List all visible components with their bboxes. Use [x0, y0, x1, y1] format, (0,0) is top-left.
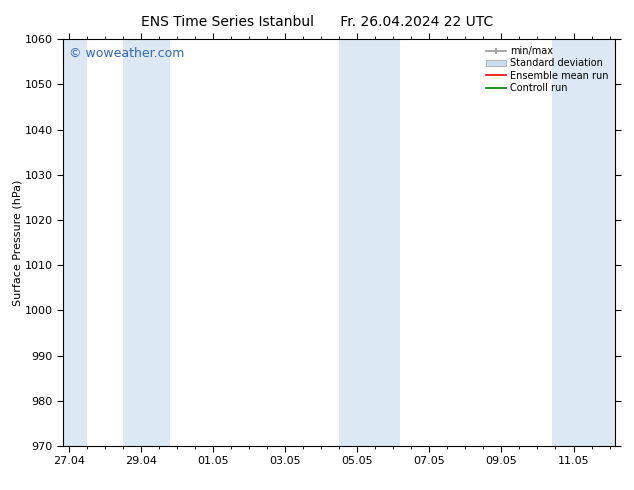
Bar [63, 39, 87, 446]
Y-axis label: Surface Pressure (hPa): Surface Pressure (hPa) [12, 179, 22, 306]
Text: ENS Time Series Istanbul      Fr. 26.04.2024 22 UTC: ENS Time Series Istanbul Fr. 26.04.2024 … [141, 15, 493, 29]
Bar [123, 39, 170, 446]
Legend: min/max, Standard deviation, Ensemble mean run, Controll run: min/max, Standard deviation, Ensemble me… [484, 44, 610, 95]
Text: © woweather.com: © woweather.com [69, 48, 184, 60]
Bar [552, 39, 615, 446]
Bar [339, 39, 401, 446]
